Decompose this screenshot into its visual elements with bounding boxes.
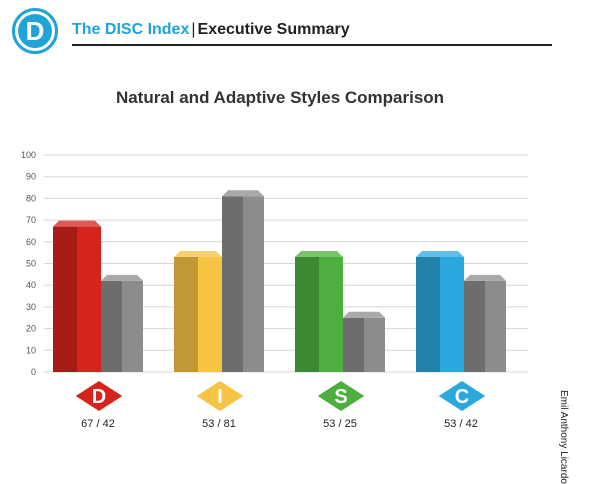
natural-bar-d-left-face (53, 226, 77, 372)
y-tick-label: 30 (26, 302, 36, 312)
natural-bar-i-left-face (174, 256, 198, 372)
natural-bar-c (416, 250, 464, 372)
natural-bar-s-right-face (319, 256, 343, 372)
brand-name: The DISC Index (72, 21, 190, 38)
y-tick-label: 90 (26, 172, 36, 182)
value-label-c: 53 / 42 (444, 418, 478, 430)
adaptive-bar-c-left-face (464, 280, 485, 372)
y-tick-label: 10 (26, 345, 36, 355)
adaptive-bar-d-left-face (101, 280, 122, 372)
y-tick-label: 0 (31, 367, 36, 377)
y-tick-label: 70 (26, 215, 36, 225)
adaptive-bar-s-left-face (343, 317, 364, 372)
category-diamond-c (438, 381, 486, 411)
category-diamond-s (317, 381, 365, 411)
page-subtitle: Executive Summary (197, 21, 350, 38)
bar-chart: 0 10 20 30 40 50 60 70 80 90 100 D I S C (21, 150, 528, 411)
author-name: Emil Anthony Licardo (558, 390, 569, 484)
category-label-i: I (217, 386, 223, 408)
header-separator: | (191, 21, 196, 38)
adaptive-bar-d (101, 274, 143, 372)
logo-letter: D (18, 14, 52, 48)
y-tick-label: 100 (21, 150, 36, 160)
y-tick-label: 40 (26, 280, 36, 290)
value-label-i: 53 / 81 (202, 418, 236, 430)
category-label-d: D (92, 386, 106, 408)
natural-bar-d-right-face (77, 226, 101, 372)
report-header: D The DISC Index | Executive Summary (10, 8, 552, 54)
value-label-d: 67 / 42 (81, 418, 115, 430)
chart-title: Natural and Adaptive Styles Comparison (115, 88, 445, 107)
natural-bar-i (174, 250, 222, 372)
adaptive-bar-c (464, 274, 506, 372)
natural-bar-d-top-face (53, 220, 101, 227)
natural-bar-s-left-face (295, 256, 319, 372)
disc-logo: D (12, 8, 58, 54)
adaptive-bar-c-right-face (485, 280, 506, 372)
y-tick-label: 20 (26, 324, 36, 334)
y-tick-label: 60 (26, 237, 36, 247)
adaptive-bar-i (222, 190, 264, 372)
category-diamond-i (196, 381, 244, 411)
natural-bar-c-top-face (416, 250, 464, 257)
y-tick-label: 80 (26, 193, 36, 203)
adaptive-bar-s-top-face (343, 311, 385, 318)
adaptive-bar-i-top-face (222, 190, 264, 197)
adaptive-bar-i-left-face (222, 196, 243, 372)
category-label-s: S (334, 386, 347, 408)
header-rule (72, 44, 552, 46)
adaptive-bar-d-right-face (122, 280, 143, 372)
adaptive-bar-c-top-face (464, 274, 506, 281)
natural-bar-s-top-face (295, 250, 343, 257)
natural-bar-d (53, 220, 101, 372)
natural-bar-c-right-face (440, 256, 464, 372)
value-label-s: 53 / 25 (323, 418, 357, 430)
header-title: The DISC Index | Executive Summary (72, 21, 350, 39)
natural-bar-i-top-face (174, 250, 222, 257)
natural-bar-i-right-face (198, 256, 222, 372)
adaptive-bar-s-right-face (364, 317, 385, 372)
category-diamond-d (75, 381, 123, 411)
adaptive-bar-s (343, 311, 385, 372)
adaptive-bar-d-top-face (101, 274, 143, 281)
adaptive-bar-i-right-face (243, 196, 264, 372)
natural-bar-s (295, 250, 343, 372)
y-tick-label: 50 (26, 259, 36, 269)
category-label-c: C (455, 386, 469, 408)
natural-bar-c-left-face (416, 256, 440, 372)
